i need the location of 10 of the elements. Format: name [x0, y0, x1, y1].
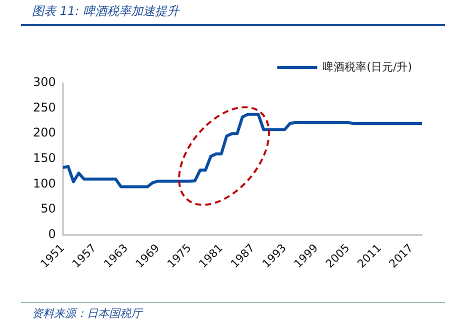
y-tick-label: 300 [33, 75, 56, 90]
y-tick-label: 200 [33, 126, 56, 140]
y-tick-label: 150 [33, 151, 56, 166]
legend-label: 啤酒税率(日元/升) [322, 60, 412, 74]
y-tick-label: 0 [48, 226, 56, 241]
y-tick-label: 250 [33, 100, 56, 114]
y-tick-label: 100 [33, 176, 56, 190]
y-tick-label: 50 [40, 202, 56, 216]
text: 资料来源：日本国税厅 [32, 306, 142, 321]
chart-title: 图表 11: 啤酒税率加速提升 [32, 3, 179, 20]
